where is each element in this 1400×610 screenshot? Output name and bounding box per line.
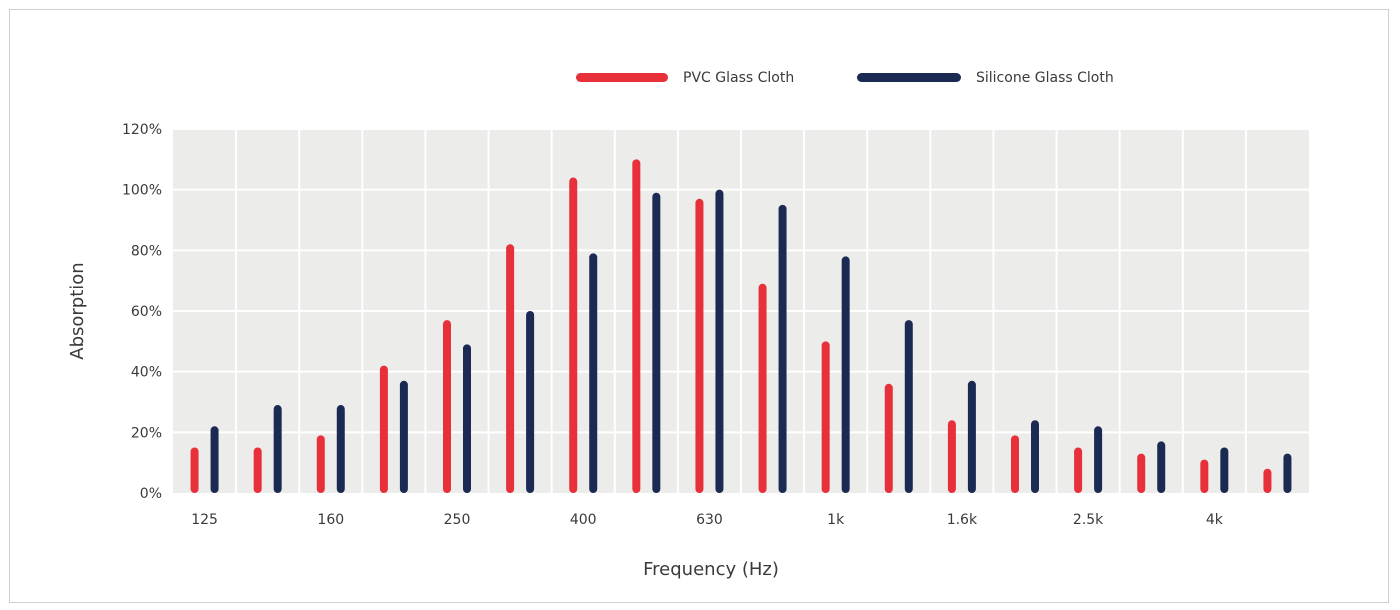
y-tick-label: 100% xyxy=(122,183,162,199)
y-tick-label: 40% xyxy=(131,365,162,381)
x-tick-label: 1k xyxy=(827,512,845,528)
legend-swatch xyxy=(576,73,668,82)
bar-silicone xyxy=(210,426,219,493)
bar-silicone xyxy=(652,192,661,493)
y-tick-label: 0% xyxy=(140,486,162,502)
bar-silicone xyxy=(399,380,408,493)
bar-silicone xyxy=(463,344,471,493)
legend-label: PVC Glass Cloth xyxy=(683,70,794,86)
bar-silicone xyxy=(1283,453,1292,493)
bar-silicone xyxy=(526,311,535,493)
legend: PVC Glass Cloth Silicone Glass Cloth xyxy=(576,70,1114,86)
x-tick-label: 630 xyxy=(696,512,723,528)
bar-pvc xyxy=(1137,453,1146,493)
x-tick-label: 250 xyxy=(444,512,471,528)
x-tick-label: 1.6k xyxy=(947,512,978,528)
bar-silicone xyxy=(1031,420,1039,493)
bar-pvc xyxy=(1200,459,1209,493)
bar-pvc xyxy=(443,320,451,493)
bar-pvc xyxy=(316,435,325,493)
bar-pvc xyxy=(253,447,262,493)
legend-swatch xyxy=(857,73,961,82)
bar-pvc xyxy=(947,420,956,493)
bar-silicone xyxy=(778,204,787,494)
bar-silicone xyxy=(1094,426,1103,493)
bar-pvc xyxy=(695,198,704,493)
bar-pvc xyxy=(1074,447,1083,493)
y-tick-label: 120% xyxy=(122,122,162,138)
x-tick-label: 400 xyxy=(570,512,597,528)
bar-silicone xyxy=(589,253,598,493)
bar-pvc xyxy=(379,365,388,493)
bar-pvc xyxy=(1263,468,1272,493)
bar-pvc xyxy=(821,341,830,493)
x-tick-label: 160 xyxy=(317,512,344,528)
bar-silicone xyxy=(904,320,913,493)
grid-lines xyxy=(173,128,1309,493)
bar-pvc xyxy=(758,283,767,493)
bar-silicone xyxy=(967,380,976,493)
bar-pvc xyxy=(506,244,515,493)
y-tick-label: 60% xyxy=(131,304,162,320)
bar-pvc xyxy=(190,447,199,493)
legend-label: Silicone Glass Cloth xyxy=(976,70,1114,86)
bar-silicone xyxy=(715,189,724,493)
x-tick-label: 125 xyxy=(191,512,218,528)
y-tick-label: 80% xyxy=(131,243,162,259)
x-tick-label: 4k xyxy=(1206,512,1224,528)
y-axis-label: Absorption xyxy=(67,262,88,359)
bar-pvc xyxy=(569,177,578,494)
bar-silicone xyxy=(841,256,850,493)
y-tick-labels: 0% 20% 40% 60% 80% 100% 120% xyxy=(122,122,162,502)
x-tick-labels: 125 160 250 400 630 1k 1.6k 2.5k 4k xyxy=(191,512,1224,528)
bars xyxy=(190,159,1292,494)
bar-silicone xyxy=(336,405,345,493)
bar-pvc xyxy=(1011,435,1019,493)
bar-pvc xyxy=(884,383,893,493)
bar-pvc xyxy=(632,159,641,494)
x-tick-label: 2.5k xyxy=(1073,512,1104,528)
x-axis-label: Frequency (Hz) xyxy=(643,559,779,580)
y-tick-label: 20% xyxy=(131,425,162,441)
bar-silicone xyxy=(273,405,282,493)
bar-silicone xyxy=(1157,441,1166,493)
bar-silicone xyxy=(1220,447,1229,493)
